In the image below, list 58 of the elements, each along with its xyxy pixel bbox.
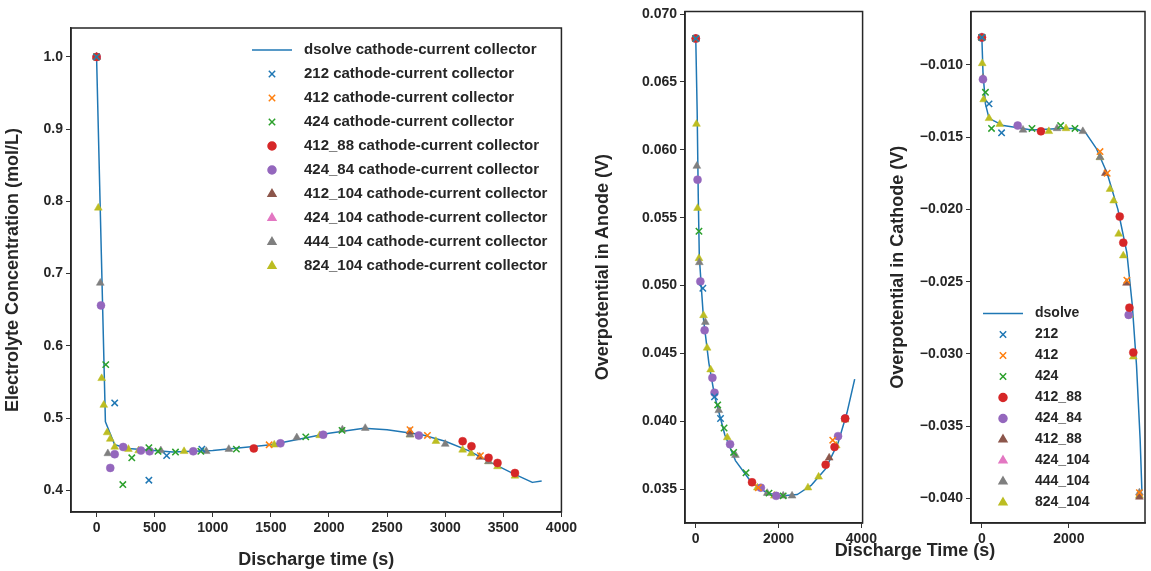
legend-label: 824_104 cathode-current collector: [303, 256, 548, 274]
legend-label: 412_104 cathode-current collector: [303, 184, 548, 202]
legend-label: 412 cathode-current collector: [303, 88, 515, 106]
legend-label: 824_104: [1035, 493, 1090, 510]
legend-label: 444_104 cathode-current collector: [303, 232, 548, 250]
legend-label: 412_88: [1035, 430, 1082, 447]
legend-label: 424_104 cathode-current collector: [303, 208, 548, 226]
legend-label: dsolve cathode-current collector: [303, 40, 537, 58]
x-tick-label: 2000: [1053, 530, 1085, 547]
y-tick-label: −0.030: [919, 344, 964, 361]
y-tick-label: 0.7: [43, 264, 64, 281]
x-axis-title: Discharge time (s): [238, 549, 395, 570]
legend-label: 412: [1035, 346, 1059, 363]
y-tick-label: 0.045: [641, 344, 678, 361]
x-tick-label: 2000: [313, 519, 345, 536]
legend-label: 444_104: [1035, 472, 1090, 489]
y-tick-label: 0.9: [43, 119, 64, 136]
x-tick-label: 500: [143, 519, 167, 536]
y-tick-label: 1.0: [43, 47, 64, 64]
x-tick-label: 0: [92, 519, 101, 536]
x-tick-label: 2500: [371, 519, 403, 536]
y-tick-label: −0.025: [919, 272, 964, 289]
x-tick-label: 1000: [197, 519, 229, 536]
x-tick-label: 4000: [545, 519, 578, 536]
x-tick-label: 3500: [487, 519, 520, 536]
legend-label: 424_104: [1035, 451, 1090, 468]
legend-label: 424: [1035, 367, 1059, 384]
y-tick-label: 0.060: [641, 140, 678, 157]
y-tick-label: 0.035: [641, 479, 678, 496]
x-tick-label: 1500: [255, 519, 287, 536]
legend-label: 212 cathode-current collector: [303, 64, 515, 82]
y-tick-label: −0.040: [919, 489, 964, 506]
y-tick-label: 0.065: [641, 72, 678, 89]
legend-label: 412_88: [1035, 388, 1082, 405]
y-tick-label: 0.5: [43, 408, 64, 425]
legend-label: 424 cathode-current collector: [303, 112, 515, 130]
x-tick-label: 2000: [762, 530, 795, 547]
y-tick-label: 0.055: [641, 208, 678, 225]
y-tick-label: 0.070: [641, 4, 678, 21]
y-tick-label: 0.050: [641, 276, 678, 293]
y-tick-label: 0.8: [43, 192, 64, 209]
legend-label: 424_84 cathode-current collector: [303, 160, 540, 178]
legend-label: 212: [1035, 325, 1059, 342]
y-axis-title: Overpotential in Anode (V): [591, 154, 612, 381]
y-axis-title: Electrolyte Concentration (mol/L): [1, 127, 22, 413]
legend-label: 412_88 cathode-current collector: [303, 136, 540, 154]
y-tick-label: −0.035: [919, 417, 964, 434]
y-tick-label: 0.4: [43, 481, 64, 498]
y-tick-label: −0.010: [919, 55, 964, 72]
legend-label: dsolve: [1035, 304, 1080, 321]
legend-label: 424_84: [1035, 409, 1082, 426]
x-tick-label: 0: [691, 530, 700, 547]
y-tick-label: −0.015: [919, 127, 964, 144]
y-tick-label: 0.040: [641, 412, 678, 429]
y-axis-title: Overpotential in Cathode (V): [886, 145, 907, 389]
x-tick-label: 3000: [429, 519, 461, 536]
y-tick-label: −0.020: [919, 200, 964, 217]
y-tick-label: 0.6: [43, 336, 64, 353]
